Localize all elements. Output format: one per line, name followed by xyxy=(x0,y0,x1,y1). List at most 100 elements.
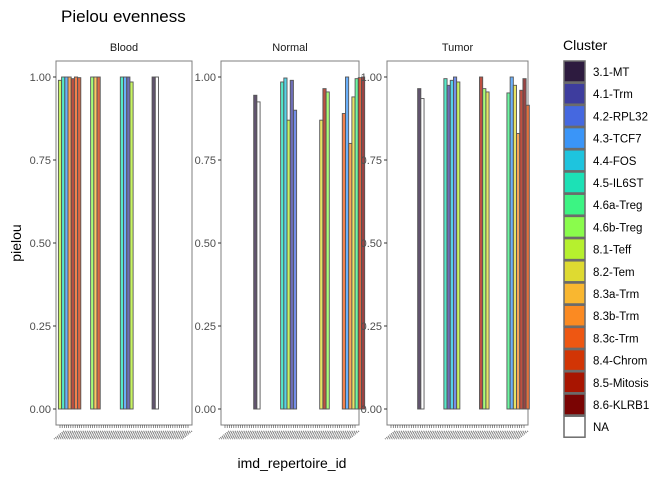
x-tick-label xyxy=(452,430,464,440)
bar-8-3a-trm xyxy=(93,76,98,410)
x-tick-label xyxy=(242,430,254,440)
legend-label: 8.2-Tem xyxy=(593,267,635,279)
x-tick-label xyxy=(75,430,87,440)
x-tick-label xyxy=(83,430,95,440)
legend-item: 8.4-Chrom xyxy=(563,348,647,372)
bar-8-2-tem xyxy=(512,84,517,410)
x-tick-label xyxy=(443,430,455,440)
x-tick-label xyxy=(454,430,466,440)
x-axis-title: imd_repertoire_id xyxy=(238,455,347,471)
bar-4-1-trm xyxy=(289,79,294,410)
x-tick-label xyxy=(409,430,421,440)
x-tick-label xyxy=(341,430,353,440)
x-tick-label xyxy=(407,430,418,440)
y-tick-label: 1.00 xyxy=(195,72,216,84)
x-tick-label xyxy=(490,430,502,440)
x-tick-label xyxy=(62,430,74,440)
bar-4-5-il6st xyxy=(280,81,285,410)
x-tick-label xyxy=(164,430,176,440)
x-tick-label xyxy=(64,430,76,440)
x-tick-label xyxy=(411,430,423,440)
x-tick-label xyxy=(513,430,524,440)
x-tick-label xyxy=(127,430,139,440)
x-tick-label xyxy=(129,430,141,440)
x-tick-label xyxy=(177,430,189,440)
x-tick-label xyxy=(344,430,355,440)
x-tick-label xyxy=(218,430,230,440)
legend-item: NA xyxy=(563,415,609,438)
x-tick-label xyxy=(440,430,452,440)
x-tick-label xyxy=(324,430,336,440)
x-tick-label xyxy=(240,430,252,440)
legend-item: 4.2-RPL32 xyxy=(563,104,648,128)
x-tick-label xyxy=(151,430,163,440)
x-tick-label xyxy=(413,430,425,440)
legend-item: 4.6a-Treg xyxy=(563,193,642,216)
bar-8-3c-trm xyxy=(525,104,530,410)
x-tick-label xyxy=(295,430,307,440)
x-tick-label xyxy=(422,430,434,440)
bar-8-2-tem xyxy=(485,91,490,410)
bar-4-6b-treg xyxy=(482,88,487,410)
legend-item: 3.1-MT xyxy=(563,60,629,83)
x-tick-label xyxy=(245,430,256,440)
x-tick-label xyxy=(492,430,504,440)
x-tick-label xyxy=(234,430,245,440)
legend-label: 8.3a-Trm xyxy=(593,289,639,301)
facet-strip-label: Tumor xyxy=(442,42,474,54)
x-tick-label xyxy=(488,430,500,440)
y-tick-label: 0.25 xyxy=(30,321,51,333)
legend-swatch xyxy=(563,371,586,394)
x-tick-label xyxy=(258,430,270,440)
x-tick-label xyxy=(317,430,329,440)
x-tick-label xyxy=(275,430,287,440)
bar-8-1-teff xyxy=(57,79,63,410)
x-tick-label xyxy=(297,430,309,440)
legend-swatch xyxy=(563,60,586,83)
x-tick-label xyxy=(247,430,259,440)
x-tick-label xyxy=(389,430,400,440)
legend-title: Cluster xyxy=(563,37,608,53)
x-tick-label xyxy=(404,430,416,440)
bar-4-6a-treg xyxy=(506,92,511,410)
x-tick-label xyxy=(236,430,248,440)
x-tick-label xyxy=(175,430,186,440)
bar-8-1-teff xyxy=(286,119,291,410)
legend-label: 8.6-KLRB1 xyxy=(593,400,649,412)
legend-swatch xyxy=(563,193,586,216)
x-tick-label xyxy=(70,430,82,440)
bar-4-1-trm xyxy=(126,76,131,410)
bar-8-3b-trm xyxy=(516,132,521,410)
x-tick-label xyxy=(447,430,459,440)
x-tick-label xyxy=(92,430,104,440)
x-tick-label xyxy=(510,430,522,440)
x-tick-label xyxy=(311,430,322,440)
x-tick-label xyxy=(479,430,491,440)
bar-8-5-mitosis xyxy=(70,78,75,410)
x-tick-label xyxy=(96,430,108,440)
x-tick-label xyxy=(103,430,115,440)
x-tick-label xyxy=(322,430,333,440)
x-tick-label xyxy=(269,430,281,440)
x-tick-label xyxy=(438,430,450,440)
x-tick-label xyxy=(68,430,80,440)
x-tick-label xyxy=(302,430,314,440)
x-tick-label xyxy=(107,430,119,440)
x-tick-label xyxy=(81,430,93,440)
legend-label: NA xyxy=(593,422,609,434)
x-tick-label xyxy=(120,430,132,440)
x-tick-label xyxy=(291,430,303,440)
x-tick-label xyxy=(170,430,182,440)
x-tick-label xyxy=(504,430,515,440)
x-tick-label xyxy=(153,430,165,440)
x-tick-label xyxy=(251,430,263,440)
x-tick-label xyxy=(86,430,97,440)
x-tick-label xyxy=(159,430,171,440)
x-tick-label xyxy=(481,430,493,440)
x-tick-label xyxy=(181,430,193,440)
legend-swatch xyxy=(563,260,586,283)
x-tick-label xyxy=(391,430,403,440)
legend-label: 4.6a-Treg xyxy=(593,200,642,212)
x-tick-label xyxy=(499,430,511,440)
bar-4-3-tcf7 xyxy=(123,76,128,410)
